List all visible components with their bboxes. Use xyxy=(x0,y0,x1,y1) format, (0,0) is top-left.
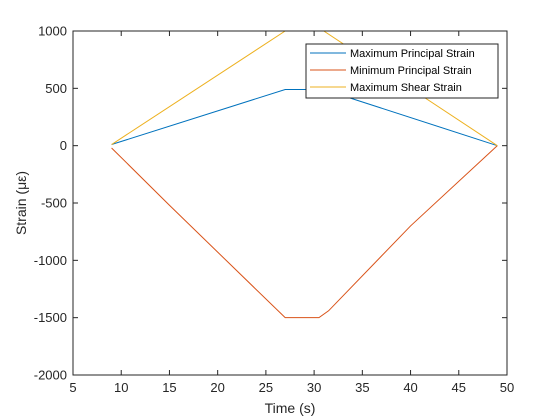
legend-label-1: Maximum Principal Strain xyxy=(350,48,475,60)
x-tick-label: 35 xyxy=(355,380,369,395)
y-tick-label: -1000 xyxy=(34,253,67,268)
x-tick-label: 45 xyxy=(452,380,466,395)
x-tick-label: 15 xyxy=(162,380,176,395)
y-tick-label: 500 xyxy=(45,81,67,96)
y-tick-label: -2000 xyxy=(34,368,67,383)
y-axis-label: Strain (με) xyxy=(13,171,29,235)
y-tick-label: 0 xyxy=(60,138,67,153)
y-tick-label: -500 xyxy=(41,196,67,211)
series-line-1 xyxy=(111,88,498,147)
x-tick-label: 30 xyxy=(307,380,321,395)
x-tick-label: 25 xyxy=(259,380,273,395)
legend-entries: Maximum Principal Strain Minimum Principa… xyxy=(310,48,475,94)
y-tick-label: -1500 xyxy=(34,310,67,325)
x-tick-label: 20 xyxy=(210,380,224,395)
legend-label-3: Maximum Shear Strain xyxy=(350,82,462,94)
x-tick-label: 40 xyxy=(403,380,417,395)
legend-label-2: Minimum Principal Strain xyxy=(350,65,472,77)
x-tick-label: 50 xyxy=(500,380,514,395)
x-tick-label: 10 xyxy=(114,380,128,395)
legend: Maximum Principal Strain Minimum Principa… xyxy=(305,43,499,99)
y-tick-label: 1000 xyxy=(38,24,67,39)
x-axis-label: Time (s) xyxy=(265,400,316,416)
series-line-2 xyxy=(111,145,498,319)
x-tick-label: 5 xyxy=(69,380,76,395)
ticks-layer: 5 10 15 20 25 30 35 40 45 50 1000 500 0 -500 -1000 -150… xyxy=(34,24,514,396)
